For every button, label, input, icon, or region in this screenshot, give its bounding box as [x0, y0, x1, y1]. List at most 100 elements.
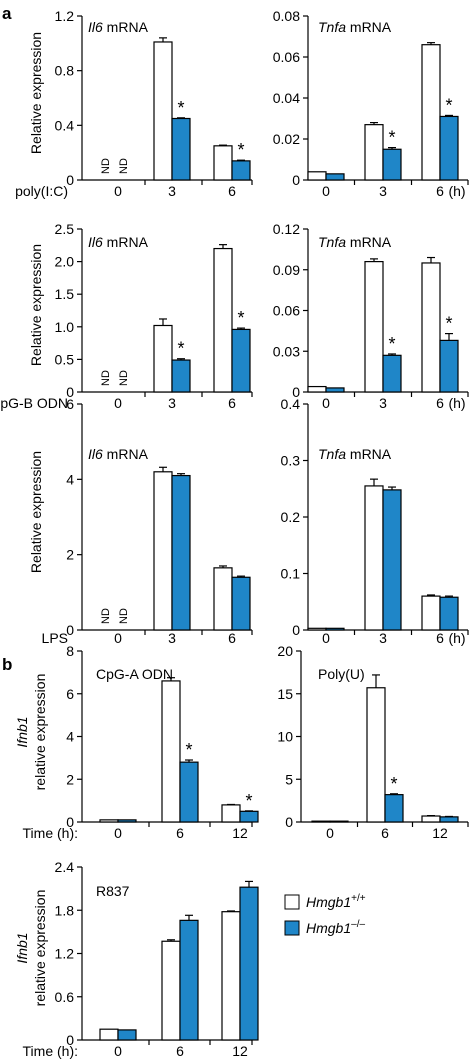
bar-b2-ko-0: [329, 820, 349, 823]
bar-b3-ko-0: [117, 1029, 137, 1041]
section-label-a: a: [2, 4, 12, 23]
chart-title-a5: Il6 mRNA: [88, 446, 149, 462]
bar-b3-wt-6: [161, 940, 181, 1041]
y-tick-label-a4: 0.09: [273, 262, 300, 278]
bar-a1-ko-6: [231, 160, 251, 181]
y-axis-label-gene-b1: Ifnb1: [14, 716, 30, 747]
bar-b1-wt-0: [99, 819, 119, 823]
y-tick-label-b3: 0: [66, 1032, 74, 1048]
chart-title-b3: R837: [96, 883, 130, 899]
x-tick-label-a6: 6: [436, 630, 444, 646]
bar-a1-ko-3: [171, 117, 191, 181]
significance-mark-a4: *: [388, 334, 395, 354]
y-tick-label-b1: 0: [66, 814, 74, 830]
chart-title-b2: Poly(U): [318, 666, 365, 682]
bar-b3-ko-12: [239, 886, 259, 1041]
x-tick-label-b3: 12: [232, 1043, 248, 1059]
y-tick-label-b3: 2.4: [55, 859, 75, 875]
legend: Hmgb1+/+ Hmgb1–/–: [284, 893, 366, 936]
x-tick-label-a3: 0: [114, 395, 122, 411]
x-unit-label-a2: (h): [448, 183, 465, 199]
bar-a3-wt-3: [153, 324, 173, 393]
bar-a3-wt-6: [213, 247, 233, 393]
y-tick-label-a1: 0: [66, 172, 74, 188]
y-axis-label-a3: Relative expression: [28, 244, 44, 366]
bar-a5-wt-6: [213, 567, 233, 631]
x-tick-label-b3: 6: [176, 1043, 184, 1059]
x-tick-label-a5: 3: [168, 630, 176, 646]
legend-ko-label: Hmgb1–/–: [306, 919, 365, 936]
y-tick-label-b3: 1.8: [55, 902, 75, 918]
row-label-b1: Time (h):: [23, 825, 78, 841]
x-tick-label-a6: 3: [379, 630, 387, 646]
bar-a2-ko-3: [382, 148, 402, 181]
x-unit-label-a4: (h): [448, 395, 465, 411]
y-tick-label-a2: 0: [292, 172, 300, 188]
nd-label-a1: ND: [100, 158, 112, 174]
bar-a2-ko-0: [325, 173, 345, 181]
bar-a4-wt-3: [364, 261, 384, 393]
bar-a5-wt-3: [153, 471, 173, 631]
x-tick-label-a2: 0: [322, 183, 330, 199]
x-tick-label-b3: 0: [114, 1043, 122, 1059]
y-tick-label-a3: 1.0: [55, 319, 75, 335]
y-tick-label-a5: 2: [66, 547, 74, 563]
x-tick-label-a1: 0: [114, 183, 122, 199]
bar-a5-ko-6: [231, 576, 251, 631]
bar-a4-wt-6: [421, 262, 441, 393]
y-tick-label-a4: 0.12: [273, 221, 300, 237]
y-tick-label-a6: 0.1: [281, 566, 301, 582]
bar-b3-wt-0: [99, 1028, 119, 1041]
y-tick-label-a6: 0: [292, 622, 300, 638]
x-tick-label-b2: 0: [326, 825, 334, 841]
y-tick-label-b2: 10: [277, 729, 293, 745]
row-label-b3: Time (h):: [23, 1043, 78, 1059]
y-tick-label-b2: 20: [277, 643, 293, 659]
chart-title-a4: Tnfa mRNA: [318, 234, 392, 250]
y-tick-label-b1: 2: [66, 771, 74, 787]
bar-b3-ko-6: [179, 919, 199, 1041]
x-tick-label-b2: 6: [381, 825, 389, 841]
y-tick-label-a2: 0.06: [273, 49, 300, 65]
y-tick-label-a1: 0.8: [55, 63, 75, 79]
nd-label-a5: ND: [118, 608, 130, 624]
legend-wt-label: Hmgb1+/+: [306, 893, 366, 910]
chart-b2: 0 5 10 15 20 0 6 12 Poly(U) *: [277, 643, 469, 841]
y-tick-label-a5: 0: [66, 622, 74, 638]
bar-b1-ko-12: [239, 810, 259, 823]
significance-mark-b2: *: [390, 774, 397, 794]
chart-a4: 0 0.03 0.06 0.09 0.12 0 3 6 (h) Tnfa mRNA * *: [273, 221, 469, 411]
bar-b2-wt-6: [366, 687, 386, 823]
bar-a1-wt-3: [153, 41, 173, 181]
legend-wt-swatch: [284, 894, 300, 910]
y-tick-label-b3: 0.6: [55, 989, 75, 1005]
row-label-a5: LPS: [42, 630, 68, 646]
bar-a6-wt-0: [307, 627, 327, 631]
bar-a3-ko-6: [231, 328, 251, 393]
x-tick-label-a4: 6: [436, 395, 444, 411]
x-tick-label-b2: 12: [432, 825, 448, 841]
y-tick-label-b2: 5: [285, 771, 293, 787]
x-tick-label-b1: 12: [232, 825, 248, 841]
y-tick-label-a2: 0.02: [273, 131, 300, 147]
significance-mark-a1: *: [237, 140, 244, 160]
bar-a5-ko-3: [171, 474, 191, 631]
y-axis-label-gene-b3: Ifnb1: [14, 932, 30, 963]
bar-b1-ko-0: [117, 819, 137, 823]
bar-b1-wt-6: [161, 680, 181, 823]
x-tick-label-a6: 0: [322, 630, 330, 646]
y-tick-label-b1: 6: [66, 686, 74, 702]
x-tick-label-a4: 3: [379, 395, 387, 411]
bar-a3-ko-3: [171, 359, 191, 393]
y-tick-label-a6: 0.2: [281, 509, 301, 525]
x-unit-label-a6: (h): [448, 630, 465, 646]
x-tick-label-a3: 3: [168, 395, 176, 411]
chart-b1: 0 2 4 6 8 0 6 12 Time (h): CpG-A ODN relative expr…: [14, 643, 259, 841]
chart-title-a2: Tnfa mRNA: [318, 19, 392, 35]
y-tick-label-a1: 1.2: [55, 8, 75, 24]
x-tick-label-a2: 6: [436, 183, 444, 199]
x-tick-label-a1: 3: [168, 183, 176, 199]
chart-a1: 0 0.4 0.8 1.2 0 3 6 poly(I:C) Il6 mRNA Relative e…: [15, 8, 253, 199]
